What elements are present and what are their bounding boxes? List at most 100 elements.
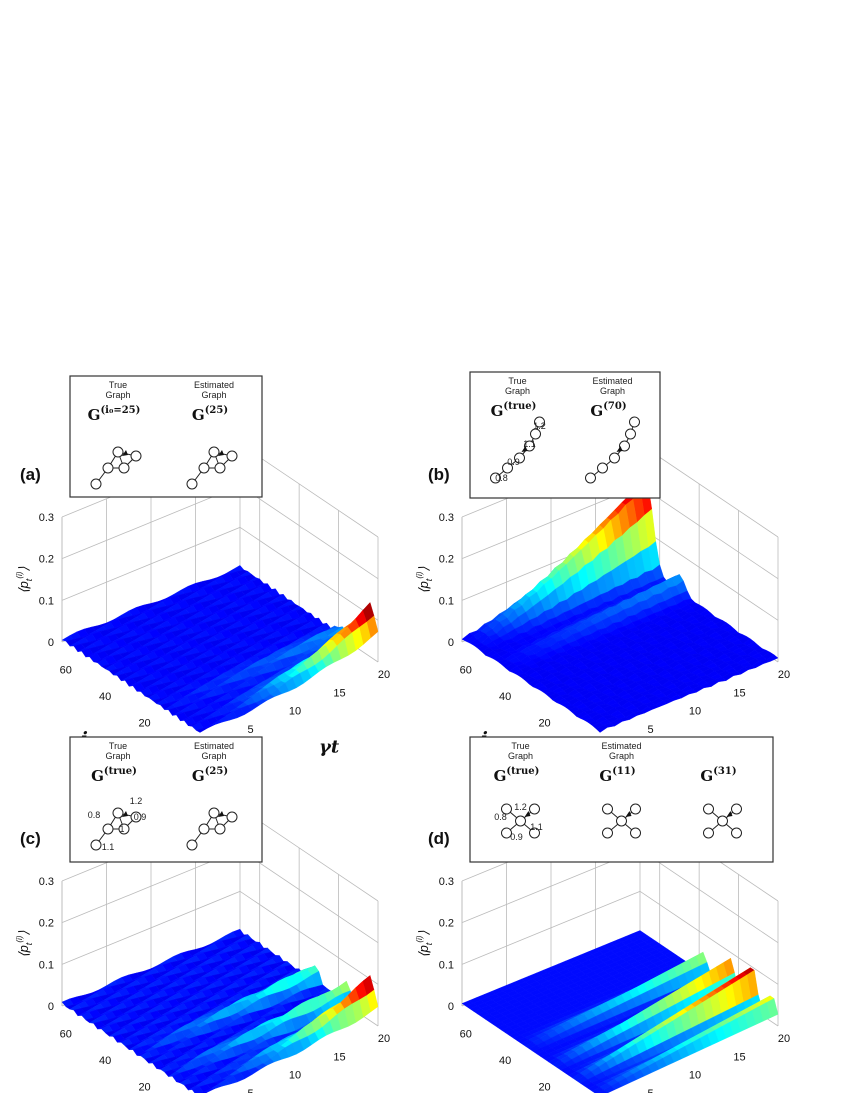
edge-label: 0.9: [507, 457, 520, 467]
inset-title: True: [508, 376, 526, 386]
text-part: (i): [15, 935, 24, 942]
t-tick-label: 10: [689, 1070, 701, 1082]
inset-title: Graph: [505, 386, 530, 396]
text-part: (25): [205, 766, 228, 777]
graph-symbol: G(true): [91, 766, 137, 785]
edge-label: 0.9: [510, 832, 523, 842]
inset-title: Estimated: [601, 741, 641, 751]
z-tick-label: 0.3: [439, 512, 454, 524]
graph-node: [625, 428, 636, 440]
graph-node: [602, 827, 613, 839]
t-tick-label: 10: [289, 1070, 301, 1082]
t-tick-label: 5: [247, 1088, 253, 1093]
graph-node: [118, 823, 130, 835]
text-part: G: [88, 406, 101, 424]
t-tick-label: 5: [647, 724, 653, 736]
graph-node: [514, 452, 525, 464]
inset-title: Graph: [508, 751, 533, 761]
inset-title: Estimated: [194, 741, 234, 751]
graph-node: [534, 416, 545, 428]
graph-node: [731, 803, 742, 815]
i-tick-label: 20: [538, 717, 550, 729]
graph-node: [112, 807, 124, 819]
z-axis-label: ⟨pt(i)⟩: [15, 566, 34, 593]
graph-node: [118, 462, 130, 474]
text-part: ⟨p: [16, 581, 31, 593]
edge-label: 1.2: [533, 421, 546, 431]
inset-box: [69, 736, 263, 863]
z-tick-label: 0.1: [439, 959, 454, 971]
graph-node: [602, 803, 613, 815]
text-part: ⟩: [16, 930, 31, 935]
t-tick-label: 5: [647, 1088, 653, 1093]
graph-node: [214, 462, 226, 474]
graph-node: [102, 462, 114, 474]
t-tick-label: 20: [778, 1033, 790, 1045]
text-part: G: [700, 767, 713, 785]
z-tick-label: 0.2: [39, 918, 54, 930]
i-tick-label: 20: [138, 717, 150, 729]
graph-node: [597, 462, 608, 474]
z-axis-label: ⟨pt(i)⟩: [415, 566, 434, 593]
graph-node: [515, 815, 526, 827]
graph-node: [585, 472, 596, 484]
text-part: t: [24, 942, 34, 945]
text-part: G: [192, 767, 205, 785]
panel-label: (d): [428, 829, 450, 848]
text-part: (31): [713, 766, 736, 777]
z-tick-label: 0.3: [439, 876, 454, 888]
edge-label: 1.1: [523, 439, 536, 449]
edge-label: 1.2: [514, 802, 527, 812]
text-part: ⟩: [416, 566, 431, 571]
graph-node: [90, 839, 102, 851]
text-part: t: [24, 578, 34, 581]
text-part: G: [91, 767, 104, 785]
z-tick-label: 0.3: [39, 876, 54, 888]
z-axis-label: ⟨pt(i)⟩: [15, 930, 34, 957]
text-part: (i): [15, 571, 24, 578]
graph-node: [629, 416, 640, 428]
graph-node: [186, 478, 198, 490]
edge-label: 1.2: [130, 796, 143, 806]
z-tick-label: 0.1: [439, 595, 454, 607]
graph-node: [102, 823, 114, 835]
surface-patch: [595, 724, 608, 733]
graph-symbol: G(i₀=25): [88, 405, 141, 424]
surface-patch: [191, 1086, 204, 1093]
graph-symbol: G(70): [590, 401, 626, 420]
text-part: (true): [104, 766, 137, 777]
text-part: (true): [503, 401, 536, 412]
graph-node: [619, 440, 630, 452]
text-part: G: [599, 767, 612, 785]
text-part: (70): [603, 401, 626, 412]
i-tick-label: 60: [60, 1028, 72, 1040]
t-axis-label: γt: [319, 737, 340, 758]
i-tick-label: 20: [138, 1081, 150, 1093]
graph-arrow: [218, 811, 224, 817]
i-tick-label: 20: [538, 1081, 550, 1093]
grid-line: [61, 890, 379, 985]
text-part: (i₀=25): [100, 405, 140, 416]
graph-node: [490, 472, 501, 484]
edge-label: 0.8: [494, 812, 507, 822]
inset-title: Graph: [609, 751, 634, 761]
graph-arrow: [218, 450, 224, 456]
graph-node: [198, 462, 210, 474]
inset-title: True: [109, 380, 127, 390]
z-tick-label: 0: [48, 637, 54, 649]
graph-node: [112, 446, 124, 458]
inset-title: Graph: [105, 390, 130, 400]
text-part: (11): [612, 766, 635, 777]
i-tick-label: 40: [99, 691, 111, 703]
graph-node: [630, 803, 641, 815]
graph-symbol: G(25): [192, 766, 228, 785]
panel-label: (b): [428, 465, 450, 484]
text-part: ⟩: [16, 566, 31, 571]
edge-label: 0.9: [134, 812, 147, 822]
graph-node: [530, 428, 541, 440]
text-part: ⟩: [416, 930, 431, 935]
panel-label: (c): [20, 829, 41, 848]
z-tick-label: 0.2: [439, 918, 454, 930]
